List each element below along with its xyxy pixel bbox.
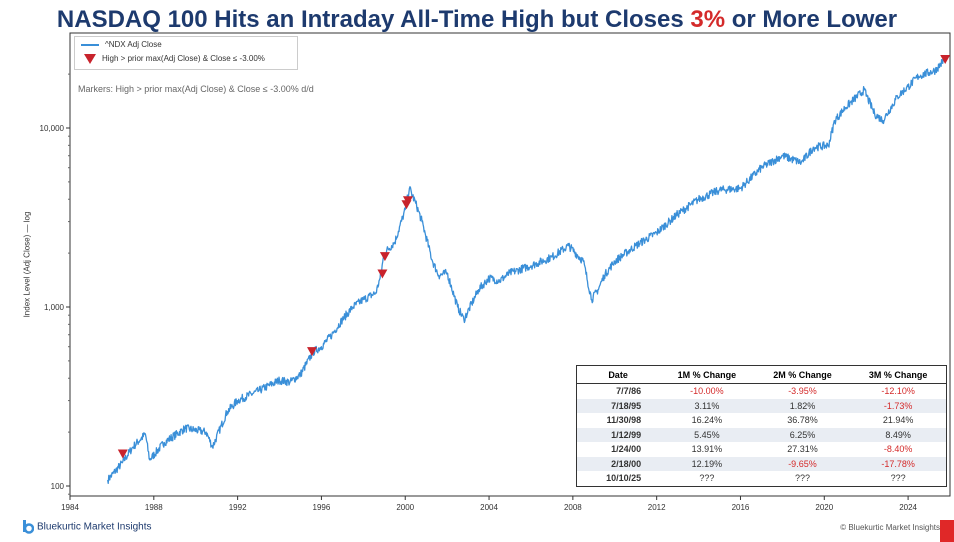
legend-marker-label: High > prior max(Adj Close) & Close ≤ -3… [102,54,265,64]
markers-annotation: Markers: High > prior max(Adj Close) & C… [78,84,314,94]
marker-point [379,252,390,262]
title-highlight: 3% [690,6,726,33]
legend-line-swatch [81,43,99,46]
change-cell: 3.11% [659,398,755,413]
title-text-before: NASDAQ 100 Hits an Intraday All-Time Hig… [56,6,691,33]
date-cell: 1/12/99 [576,427,660,442]
marker-layer [117,54,951,459]
table-row: 1/12/99 5.45% 6.25% 8.49% [576,427,947,442]
series-layer [107,55,947,485]
change-cell: -1.73% [850,398,947,413]
change-cell: 8.49% [850,427,947,442]
marker-point [117,449,128,459]
header-date: Date [576,365,660,384]
x-tick-label: 1992 [229,503,247,512]
change-cell: -9.65% [754,456,851,471]
change-cell: 16.24% [691,415,723,426]
y-tick-label: 100 [51,482,65,491]
brand-name: Bluekurtic Market Insights [37,521,152,533]
change-cell: ??? [699,473,715,484]
legend-line-label: ^NDX Adj Close [105,40,162,49]
y-tick-label: 1,000 [44,303,65,312]
change-cell: -17.78% [850,456,947,471]
header-1m: 1M % Change [659,365,755,384]
table-row: 1/24/00 13.91% 27.31% -8.40% [577,442,947,457]
date-cell: 10/10/25 [606,473,642,484]
legend-item-marker: High > prior max(Adj Close) & Close ≤ -3… [81,54,265,64]
x-tick-label: 2000 [396,503,414,512]
change-cell: 13.91% [691,444,723,455]
series-line [107,55,947,485]
change-cell: 12.19% [659,456,755,471]
change-cell: 1.82% [754,398,851,413]
brand-footer: Bluekurtic Market Insights [22,520,152,534]
table-row: 10/10/25????????? [577,471,947,486]
brand-logo-icon [22,520,35,534]
change-cell: 5.45% [659,427,755,442]
change-cell: ??? [794,473,810,484]
change-cell: -12.10% [881,386,915,397]
copyright-text: © Bluekurtic Market Insights [840,523,940,532]
x-tick-label: 1988 [145,503,163,512]
change-cell: 21.94% [882,415,914,426]
x-tick-label: 2004 [480,503,498,512]
legend: ^NDX Adj Close High > prior max(Adj Clos… [74,36,298,70]
x-tick-label: 2020 [815,503,833,512]
date-cell: 7/18/95 [576,398,660,413]
x-axis: 1984 1988 1992 1996 2000 2004 2008 2012 2016 2020… [61,496,918,512]
date-cell: 1/24/00 [611,444,642,455]
change-cell: 6.25% [754,427,851,442]
change-cell: 27.31% [787,444,818,455]
chart-title: NASDAQ 100 Hits an Intraday All-Time Hig… [0,6,954,34]
header-2m: 2M % Change [754,365,851,384]
table-row: 11/30/98 16.24% 36.78% 21.94% [577,413,947,428]
marker-point [307,347,317,357]
marker-point [377,269,388,279]
date-cell: 2/18/00 [576,456,660,471]
y-axis-label: Index Level (Adj Close) — log [22,211,32,318]
legend-item-line: ^NDX Adj Close [81,40,162,49]
table-header-row: Date 1M % Change 2M % Change 3M % Change [576,365,947,384]
x-tick-label: 2008 [564,503,582,512]
date-cell: 7/7/86 [616,386,642,397]
x-tick-label: 2024 [899,503,917,512]
table-row: 2/18/00 12.19% -9.65% -17.78% [576,456,947,471]
header-3m: 3M % Change [850,365,947,384]
change-cell: 36.78% [787,415,818,426]
date-cell: 11/30/98 [606,415,642,426]
change-cell: -10.00% [690,386,724,397]
change-cell: -8.40% [883,444,913,455]
corner-badge [940,520,954,542]
x-tick-label: 2012 [648,503,666,512]
y-tick-label: 10,000 [40,124,65,133]
returns-table: Date 1M % Change 2M % Change 3M % Change… [576,365,947,487]
change-cell: -3.95% [788,386,817,397]
y-axis: 100 1,000 10,000 [40,73,70,495]
title-text-after: or More Lower [725,6,898,33]
marker-point [940,54,951,64]
table-body: 7/7/86 -10.00% -3.95% -12.10% 7/18/95 3.11% 1.… [576,384,947,487]
table-row: 7/7/86 -10.00% -3.95% -12.10% [577,384,947,399]
plot-frame [69,32,951,497]
marker-point [402,196,413,206]
table-row: 7/18/95 3.11% 1.82% -1.73% [576,398,947,413]
x-tick-label: 2016 [732,503,750,512]
legend-marker-swatch [84,54,96,64]
change-cell: ??? [890,473,906,484]
x-tick-label: 1984 [61,503,79,512]
x-tick-label: 1996 [313,503,331,512]
